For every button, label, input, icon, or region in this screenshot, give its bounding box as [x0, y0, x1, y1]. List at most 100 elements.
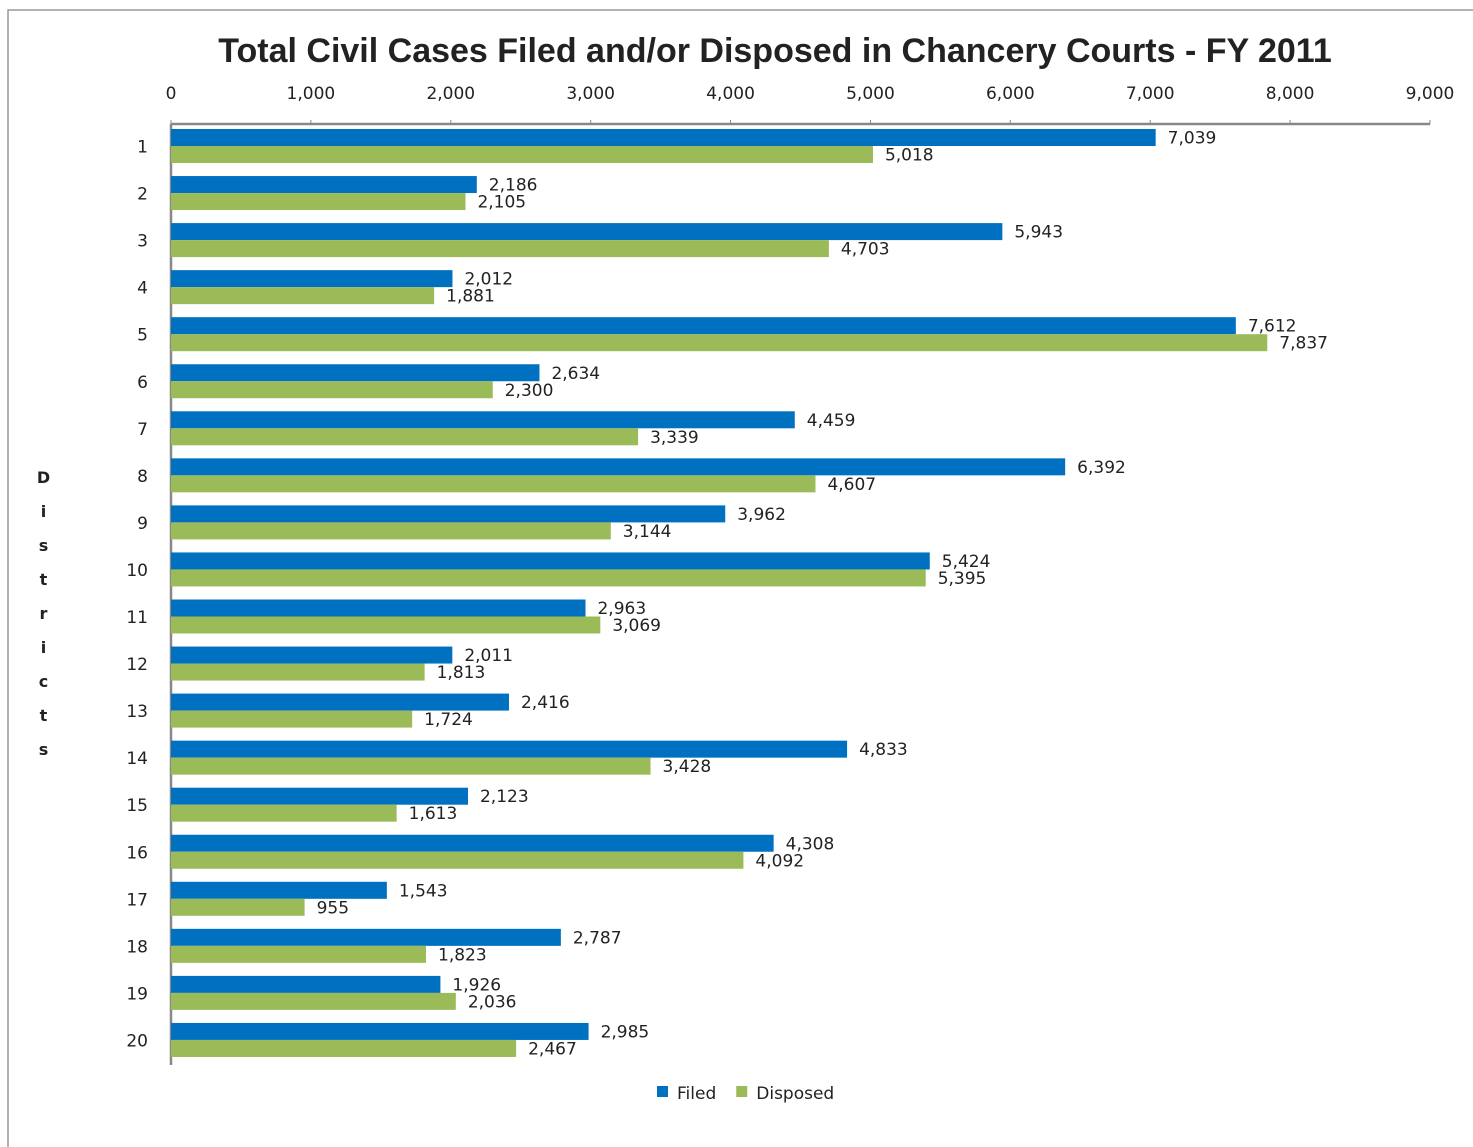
- data-label: 5,943: [1014, 223, 1063, 243]
- data-label: 4,607: [827, 475, 876, 495]
- data-label: 5,018: [885, 146, 934, 166]
- y-tick-label: 12: [126, 655, 148, 675]
- legend-label: Filed: [677, 1084, 716, 1104]
- bar: [171, 616, 601, 634]
- bar: [171, 710, 413, 728]
- data-label: 2,011: [464, 646, 513, 666]
- bar: [171, 505, 726, 523]
- bar: [171, 193, 466, 211]
- bar: [171, 663, 425, 681]
- bar: [171, 599, 586, 617]
- x-tick-label: 3,000: [566, 84, 615, 104]
- bar: [171, 176, 477, 194]
- bar: [171, 569, 926, 587]
- data-label: 1,926: [452, 975, 501, 995]
- y-tick-label: 15: [126, 796, 148, 816]
- x-tick-label: 9,000: [1406, 84, 1455, 104]
- data-label: 1,823: [438, 945, 487, 965]
- bar: [171, 411, 795, 429]
- legend-swatch: [736, 1086, 748, 1097]
- y-tick-label: 17: [126, 890, 148, 910]
- data-label: 3,962: [737, 505, 786, 525]
- data-label: 2,467: [528, 1039, 577, 1059]
- bar: [171, 834, 774, 852]
- chart-title: Total Civil Cases Filed and/or Disposed …: [218, 32, 1332, 70]
- y-tick-label: 7: [137, 420, 148, 440]
- data-label: 2,123: [480, 787, 529, 807]
- data-label: 3,144: [623, 522, 672, 542]
- bar: [171, 804, 397, 822]
- bar: [171, 740, 848, 758]
- data-label: 2,634: [551, 364, 600, 384]
- bar: [171, 240, 829, 258]
- y-tick-label: 4: [137, 279, 148, 299]
- bar: [171, 646, 453, 664]
- y-tick-label: 3: [137, 232, 148, 252]
- data-label: 7,837: [1279, 334, 1328, 354]
- y-tick-label: 10: [126, 561, 148, 581]
- y-tick-label: 16: [126, 843, 148, 863]
- data-label: 5,395: [938, 569, 987, 589]
- y-tick-label: 6: [137, 373, 148, 393]
- bar: [171, 992, 456, 1010]
- data-label: 3,339: [650, 428, 699, 448]
- x-tick-label: 6,000: [986, 84, 1035, 104]
- data-label: 1,613: [409, 804, 458, 824]
- data-label: 2,186: [489, 176, 538, 196]
- bar: [171, 851, 744, 869]
- legend-swatch: [657, 1086, 668, 1097]
- data-label: 2,416: [521, 693, 570, 713]
- data-label: 4,092: [755, 851, 804, 871]
- bar: [171, 428, 639, 446]
- data-label: 1,543: [399, 881, 448, 901]
- x-tick-label: 5,000: [846, 84, 895, 104]
- data-label: 4,703: [841, 240, 890, 260]
- y-tick-label: 2: [137, 185, 148, 205]
- data-label: 1,724: [424, 710, 473, 730]
- bar: [171, 693, 509, 711]
- frame: [7, 9, 1473, 1147]
- bar: [171, 146, 873, 163]
- x-tick-label: 2,000: [426, 84, 475, 104]
- bar: [171, 475, 816, 493]
- y-tick-label: 14: [126, 749, 148, 769]
- data-label: 7,039: [1168, 129, 1217, 149]
- x-tick-label: 8,000: [1266, 84, 1315, 104]
- data-label: 2,787: [573, 928, 622, 948]
- bar: [171, 928, 561, 946]
- data-label: 1,813: [437, 663, 486, 683]
- y-tick-label: 13: [126, 702, 148, 722]
- bar: [171, 945, 427, 963]
- y-tick-label: 1: [137, 138, 148, 158]
- data-label: 955: [317, 898, 349, 918]
- data-label: 4,308: [786, 834, 835, 854]
- data-label: 7,612: [1248, 317, 1297, 337]
- bar: [171, 881, 387, 899]
- x-tick-label: 7,000: [1126, 84, 1175, 104]
- bar: [171, 270, 453, 288]
- y-tick-label: 8: [137, 467, 148, 487]
- data-label: 2,036: [468, 992, 517, 1012]
- bar: [171, 458, 1066, 476]
- data-label: 5,424: [942, 552, 991, 572]
- bar: [171, 334, 1268, 352]
- data-label: 2,963: [597, 599, 646, 619]
- data-label: 3,428: [663, 757, 712, 777]
- data-label: 3,069: [612, 616, 661, 636]
- data-label: 4,833: [859, 740, 908, 760]
- x-tick-label: 1,000: [287, 84, 336, 104]
- bar: [171, 1039, 517, 1057]
- data-label: 6,392: [1077, 458, 1126, 478]
- bar: [171, 381, 493, 399]
- y-tick-label: 18: [126, 937, 148, 957]
- bar: [171, 317, 1236, 335]
- data-label: 2,105: [477, 193, 526, 213]
- data-label: 2,985: [601, 1022, 650, 1042]
- y-axis-label: Districts: [34, 468, 53, 774]
- data-label: 1,881: [446, 287, 495, 307]
- data-label: 2,012: [464, 270, 513, 290]
- bar: [171, 787, 468, 805]
- y-tick-label: 9: [137, 514, 148, 534]
